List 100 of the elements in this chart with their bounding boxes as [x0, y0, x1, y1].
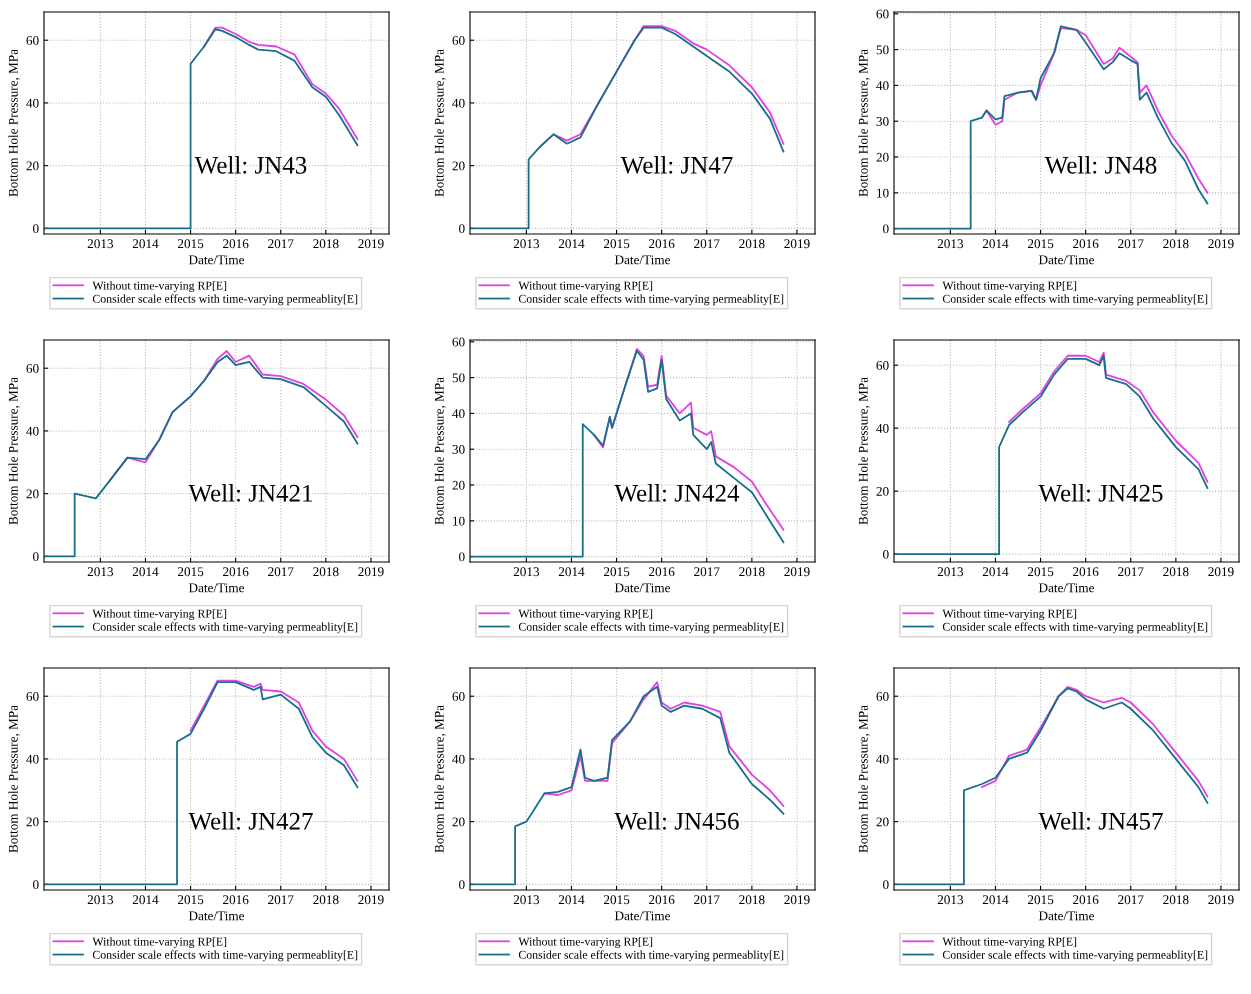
line-series [44, 28, 359, 230]
line-series [470, 349, 785, 558]
x-tick-label: 2015 [1027, 895, 1054, 905]
x-tick-label: 2014 [132, 895, 159, 905]
x-tick-label: 2014 [132, 239, 159, 249]
line-series [543, 681, 785, 807]
x-tick-label: 2013 [937, 567, 964, 577]
legend-label: Consider scale effects with time-varying permeablity[E] [942, 622, 1208, 634]
y-tick-label: 50 [452, 373, 465, 383]
legend-label: Consider scale effects with time-varying permeablity[E] [518, 622, 784, 634]
annotation: Well: JN48 [1044, 156, 1157, 174]
x-tick-label: 2015 [603, 567, 630, 577]
x-tick-label: 2018 [739, 895, 765, 905]
x-tick-label: 2019 [358, 239, 384, 249]
y-tick-label: 20 [26, 161, 39, 171]
y-axis-title: Bottom Hole Pressure, MPa [8, 705, 20, 853]
x-tick-label: 2018 [313, 239, 339, 249]
x-tick-label: 2013 [87, 567, 114, 577]
y-tick-label: 0 [459, 224, 465, 234]
x-tick-label: 2019 [358, 567, 384, 577]
x-tick-label: 2014 [558, 895, 585, 905]
line-series [981, 685, 1209, 798]
x-tick-label: 2016 [223, 239, 249, 249]
y-tick-label: 20 [876, 817, 889, 827]
legend-label: Without time-varying RP[E] [92, 937, 227, 948]
x-tick-label: 2018 [1163, 239, 1189, 249]
line-series [894, 25, 1209, 230]
x-tick-label: 2017 [268, 239, 294, 249]
x-axis-title: Date/Time [614, 255, 671, 265]
annotation: Well: JN425 [1038, 484, 1163, 502]
x-tick-label: 2014 [982, 567, 1009, 577]
y-tick-label: 0 [883, 224, 889, 234]
line-series [470, 26, 785, 230]
y-tick-label: 40 [876, 81, 889, 91]
line-series [894, 687, 1209, 886]
x-tick-label: 2016 [1073, 239, 1099, 249]
y-tick-label: 60 [26, 692, 39, 701]
x-tick-label: 2018 [739, 567, 765, 577]
y-axis-title: Bottom Hole Pressure, MPa [434, 49, 446, 197]
x-tick-label: 2019 [1208, 895, 1234, 905]
x-tick-label: 2018 [1163, 567, 1189, 577]
legend-label: Consider scale effects with time-varying permeablity[E] [942, 294, 1208, 306]
x-tick-label: 2016 [649, 239, 675, 249]
legend-label: Consider scale effects with time-varying permeablity[E] [518, 950, 784, 962]
y-tick-label: 10 [453, 516, 465, 526]
x-tick-label: 2016 [649, 567, 675, 577]
x-tick-label: 2017 [694, 239, 720, 249]
y-tick-label: 40 [452, 98, 465, 108]
x-tick-label: 2015 [177, 895, 204, 905]
line-series [189, 679, 359, 782]
x-tick-label: 2018 [739, 239, 765, 249]
annotation: Well: JN427 [188, 812, 313, 830]
y-tick-label: 40 [876, 754, 889, 764]
legend-label: Without time-varying RP[E] [518, 609, 653, 620]
x-tick-label: 2013 [937, 895, 964, 905]
x-tick-label: 2013 [87, 895, 114, 905]
x-tick-label: 2015 [1027, 567, 1054, 577]
annotation: Well: JN424 [614, 484, 740, 502]
x-tick-label: 2015 [177, 239, 204, 249]
x-tick-label: 2018 [313, 895, 339, 905]
y-tick-label: 0 [459, 552, 465, 562]
y-tick-label: 20 [876, 152, 889, 162]
y-tick-label: 60 [452, 692, 465, 701]
line-series [203, 26, 359, 140]
annotation: Well: JN421 [188, 484, 313, 502]
x-axis-title: Date/Time [614, 911, 671, 921]
x-tick-label: 2015 [1027, 239, 1054, 249]
y-axis-title: Bottom Hole Pressure, MPa [858, 49, 870, 197]
x-tick-label: 2017 [1118, 567, 1144, 577]
x-tick-label: 2016 [649, 895, 675, 905]
annotation: Well: JN456 [614, 812, 739, 830]
y-tick-label: 60 [452, 337, 465, 347]
y-tick-label: 0 [33, 552, 39, 562]
legend-label: Consider scale effects with time-varying permeablity[E] [518, 294, 784, 306]
legend-label: Consider scale effects with time-varying permeablity[E] [942, 950, 1208, 962]
line-series [1008, 351, 1209, 483]
x-tick-label: 2013 [87, 239, 114, 249]
y-tick-label: 20 [452, 480, 465, 490]
x-tick-label: 2016 [223, 895, 249, 905]
x-axis-title: Date/Time [1038, 583, 1095, 593]
y-tick-label: 40 [452, 409, 465, 419]
x-tick-label: 2019 [1208, 567, 1234, 577]
x-axis-title: Date/Time [188, 911, 245, 921]
x-tick-label: 2015 [603, 239, 630, 249]
y-axis-title: Bottom Hole Pressure, MPa [8, 377, 20, 525]
x-tick-label: 2017 [1118, 895, 1144, 905]
annotation: Well: JN457 [1038, 812, 1163, 830]
x-axis-title: Date/Time [188, 583, 245, 593]
y-tick-label: 0 [883, 549, 889, 559]
x-tick-label: 2014 [982, 895, 1009, 905]
x-tick-label: 2013 [513, 895, 540, 905]
y-tick-label: 0 [883, 880, 889, 890]
x-tick-label: 2013 [513, 567, 540, 577]
y-tick-label: 40 [26, 426, 39, 436]
x-tick-label: 2015 [177, 567, 204, 577]
legend-label: Without time-varying RP[E] [518, 937, 653, 948]
y-tick-label: 30 [452, 445, 465, 454]
x-tick-label: 2019 [784, 895, 810, 905]
legend-label: Consider scale effects with time-varying permeablity[E] [92, 622, 358, 634]
y-tick-label: 40 [876, 423, 889, 433]
